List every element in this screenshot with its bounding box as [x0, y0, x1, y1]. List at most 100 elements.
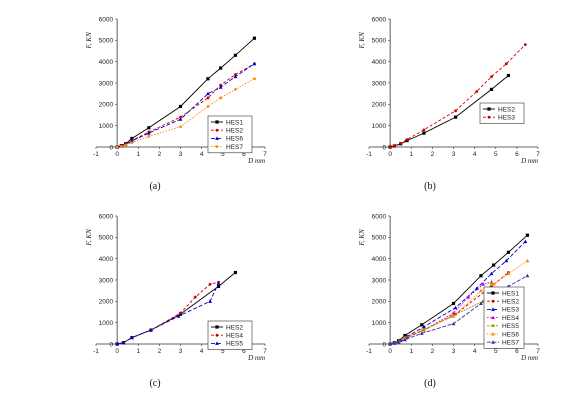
x-tick-label: 7 [263, 151, 267, 158]
legend-marker [215, 341, 219, 345]
y-tick-label: 4000 [372, 256, 387, 263]
x-axis-label: D mm [247, 157, 265, 165]
data-point-hes6 [419, 328, 424, 332]
x-tick-label: 2 [158, 151, 162, 158]
x-tick-label: 7 [536, 348, 540, 355]
x-tick-label: 4 [473, 348, 477, 355]
legend-entry-hes4: HES4 [502, 315, 519, 322]
x-tick-label: 6 [515, 348, 519, 355]
y-tick-label: 6000 [99, 16, 114, 23]
data-point-hes4 [208, 282, 212, 286]
x-tick-label: 4 [200, 348, 204, 355]
series-line-hes4 [390, 281, 492, 345]
data-point-hes6 [491, 282, 496, 286]
data-point-hes2 [422, 131, 426, 135]
data-point-hes7 [119, 144, 123, 148]
data-point-hes2 [216, 284, 221, 288]
chart-panel-1: -1 0 1 2 3 4 5 6 7 0 1000 2000 3000 4000 5000 6000 D mm F… [85, 16, 267, 192]
data-point-hes6 [506, 271, 511, 276]
x-tick-label: -1 [93, 151, 99, 158]
y-axis-label: F, KN [358, 32, 366, 50]
data-point-hes6 [451, 314, 456, 318]
y-tick-label: 3000 [99, 80, 114, 87]
x-axis-label: D mm [520, 157, 538, 165]
legend-entry-hes6: HES6 [226, 136, 243, 143]
data-point-hes3 [422, 128, 426, 132]
y-tick-label: 1000 [372, 320, 387, 327]
data-point-hes5 [115, 342, 120, 346]
legend-marker [491, 299, 495, 303]
data-point-hes3 [523, 239, 528, 244]
data-point-hes7 [392, 341, 397, 345]
data-point-hes1 [525, 233, 530, 237]
data-point-hes1 [219, 66, 223, 70]
x-tick-label: 0 [388, 151, 392, 158]
y-tick-label: 2000 [99, 102, 114, 109]
y-tick-label: 0 [383, 144, 387, 151]
data-point-hes1 [506, 250, 511, 254]
y-tick-label: 6000 [372, 213, 387, 220]
y-axis-label: F, KN [85, 229, 93, 247]
x-tick-label: 6 [515, 151, 519, 158]
legend-marker [215, 136, 219, 140]
data-point-hes7 [147, 134, 151, 138]
data-point-hes7 [419, 331, 424, 335]
data-point-hes3 [454, 109, 458, 113]
legend-entry-hes2: HES2 [226, 128, 243, 135]
x-tick-label: 0 [115, 348, 119, 355]
legend-marker [487, 115, 491, 119]
legend-marker [215, 325, 219, 329]
x-tick-label: 1 [136, 151, 140, 158]
y-tick-label: 0 [383, 341, 387, 348]
x-tick-label: 3 [452, 348, 456, 355]
x-tick-label: 1 [409, 151, 413, 158]
y-tick-label: 2000 [372, 299, 387, 306]
data-point-hes4 [179, 311, 182, 315]
legend-entry-hes4: HES4 [226, 333, 243, 340]
data-point-hes4 [193, 295, 197, 299]
data-point-hes1 [492, 263, 496, 267]
data-point-hes3 [489, 271, 494, 276]
legend-entry-hes2: HES2 [498, 106, 515, 113]
series-line-hes7 [117, 78, 255, 148]
x-tick-label: 5 [494, 348, 498, 355]
legend-entry-hes2: HES2 [226, 324, 243, 331]
x-tick-label: 7 [536, 151, 540, 158]
data-point-hes3 [405, 138, 409, 141]
x-tick-label: 3 [452, 151, 456, 158]
x-tick-label: 4 [473, 151, 477, 158]
data-point-hes6 [206, 91, 210, 96]
x-tick-label: 3 [179, 151, 183, 158]
data-point-hes3 [490, 75, 493, 78]
data-point-hes4 [481, 282, 485, 286]
data-point-hes2 [179, 115, 182, 119]
x-tick-label: 1 [136, 348, 140, 355]
legend-marker [215, 128, 219, 132]
data-point-hes3 [523, 43, 527, 46]
data-point-hes6 [479, 288, 483, 293]
data-point-hes5 [121, 340, 126, 345]
y-tick-label: 0 [110, 341, 114, 348]
data-point-hes3 [399, 141, 403, 145]
data-point-hes7 [234, 88, 237, 91]
x-tick-label: 0 [115, 151, 119, 158]
panel-caption: (d) [424, 378, 436, 389]
legend-entry-hes5: HES5 [226, 341, 243, 348]
data-point-hes7 [124, 143, 127, 147]
data-point-hes1 [451, 301, 456, 306]
data-point-hes1 [233, 53, 238, 57]
data-point-hes6 [178, 117, 183, 121]
y-tick-label: 3000 [99, 277, 114, 284]
data-point-hes7 [253, 77, 256, 81]
data-point-hes3 [422, 324, 426, 329]
chart-panel-3: -1 0 1 2 3 4 5 6 7 0 1000 2000 3000 4000 5000 6000 D mm F… [85, 213, 267, 389]
y-tick-label: 3000 [372, 80, 387, 87]
data-point-hes7 [451, 321, 456, 326]
data-point-hes1 [420, 323, 424, 327]
y-tick-label: 6000 [372, 16, 387, 23]
data-point-hes7 [479, 301, 483, 305]
y-tick-label: 2000 [372, 102, 387, 109]
